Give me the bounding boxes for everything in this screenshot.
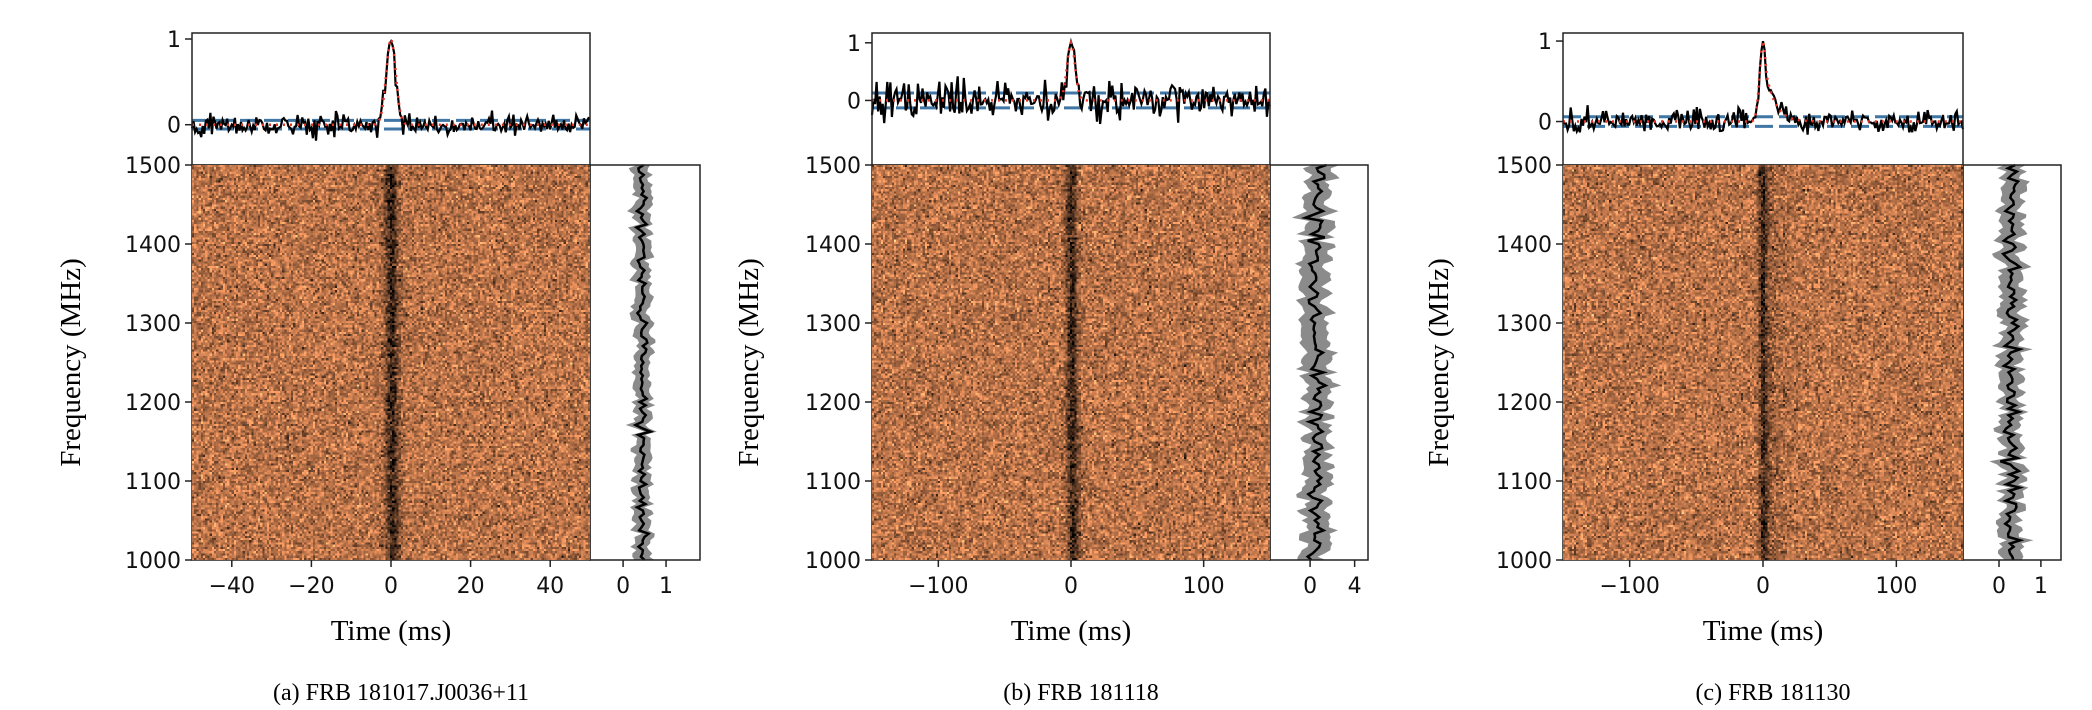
spectrum-x-tick-label: 4 (1348, 574, 1362, 599)
profile-y-tick-label: 1 (167, 28, 181, 53)
y-tick-label: 1200 (805, 391, 861, 416)
spectrum-frame (1962, 164, 2062, 561)
subfigure-caption: (a) FRB 181017.J0036+11 (273, 680, 529, 706)
y-axis-label: Frequency (MHz) (1423, 258, 1455, 467)
y-tick-label: 1000 (125, 549, 181, 574)
x-axis-label: Time (ms) (331, 615, 452, 647)
pulse-fit-dotted-line (1563, 40, 1963, 123)
spectrum-x-tick-label: 1 (2034, 574, 2048, 599)
x-tick-label: −20 (288, 574, 334, 599)
y-tick-label: 1400 (125, 233, 181, 258)
x-tick-label: 0 (1064, 574, 1078, 599)
profile-y-tick-label: 0 (847, 89, 861, 114)
spectrum-frame (1269, 164, 1369, 561)
pulse-profile-trace (870, 37, 1272, 125)
pulse-fit-dotted-line (872, 39, 1270, 102)
y-tick-label: 1500 (805, 154, 861, 179)
spectrum-x-tick-label: 0 (1992, 574, 2006, 599)
x-tick-label: 100 (1183, 574, 1225, 599)
y-tick-label: 1400 (805, 233, 861, 258)
x-tick-label: 40 (536, 574, 564, 599)
profile-frame (191, 32, 591, 166)
spectrum-x-tick-label: 1 (659, 574, 673, 599)
x-tick-label: −40 (209, 574, 255, 599)
x-axis-label: Time (ms) (1703, 615, 1824, 647)
subfigure-caption: (c) FRB 181130 (1695, 680, 1850, 706)
spectrum-x-tick-label: 0 (1303, 574, 1317, 599)
y-tick-label: 1000 (805, 549, 861, 574)
y-tick-label: 1200 (1496, 391, 1552, 416)
spectrum-trace (2000, 163, 2025, 561)
y-tick-label: 1100 (805, 470, 861, 495)
spectrum-trace (1300, 163, 1329, 561)
spectrum-trace (632, 163, 655, 561)
profile-frame (1562, 32, 1964, 166)
y-tick-label: 1300 (125, 312, 181, 337)
x-tick-label: 0 (384, 574, 398, 599)
x-tick-label: 0 (1756, 574, 1770, 599)
dynamic-spectrum-waterfall (872, 165, 1270, 560)
profile-y-tick-label: 1 (847, 32, 861, 57)
profile-y-tick-label: 1 (1538, 30, 1552, 55)
y-tick-label: 1500 (125, 154, 181, 179)
y-tick-label: 1000 (1496, 549, 1552, 574)
y-axis-label: Frequency (MHz) (733, 258, 765, 467)
y-tick-label: 1200 (125, 391, 181, 416)
y-tick-label: 1300 (1496, 312, 1552, 337)
dynamic-spectrum-waterfall (192, 165, 590, 560)
subfigure-caption: (b) FRB 181118 (1003, 680, 1159, 706)
dynamic-spectrum-waterfall (1563, 165, 1963, 560)
spectrum-frame (589, 164, 701, 561)
spectrum-x-tick-label: 0 (616, 574, 630, 599)
y-tick-label: 1500 (1496, 154, 1552, 179)
pulse-fit-dotted-line (192, 35, 590, 126)
profile-y-tick-label: 0 (167, 114, 181, 139)
y-tick-label: 1300 (805, 312, 861, 337)
x-tick-label: 20 (457, 574, 485, 599)
profile-y-tick-label: 0 (1538, 111, 1552, 136)
y-tick-label: 1100 (1496, 470, 1552, 495)
x-tick-label: −100 (908, 574, 968, 599)
y-tick-label: 1100 (125, 470, 181, 495)
spectrum-error-band (625, 165, 657, 560)
x-tick-label: 100 (1875, 574, 1917, 599)
x-axis-label: Time (ms) (1011, 615, 1132, 647)
x-tick-label: −100 (1599, 574, 1659, 599)
y-axis-label: Frequency (MHz) (55, 258, 87, 467)
y-tick-label: 1400 (1496, 233, 1552, 258)
